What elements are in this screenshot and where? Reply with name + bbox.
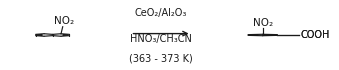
Text: NO₂: NO₂ <box>253 18 273 28</box>
Text: NO₂: NO₂ <box>54 16 75 26</box>
Text: CeO₂/Al₂O₃: CeO₂/Al₂O₃ <box>135 8 187 18</box>
Text: (363 - 373 K): (363 - 373 K) <box>129 53 193 63</box>
Text: HNO₃/CH₃CN: HNO₃/CH₃CN <box>130 34 192 44</box>
Text: COOH: COOH <box>300 30 330 40</box>
Text: COOH: COOH <box>300 30 330 40</box>
